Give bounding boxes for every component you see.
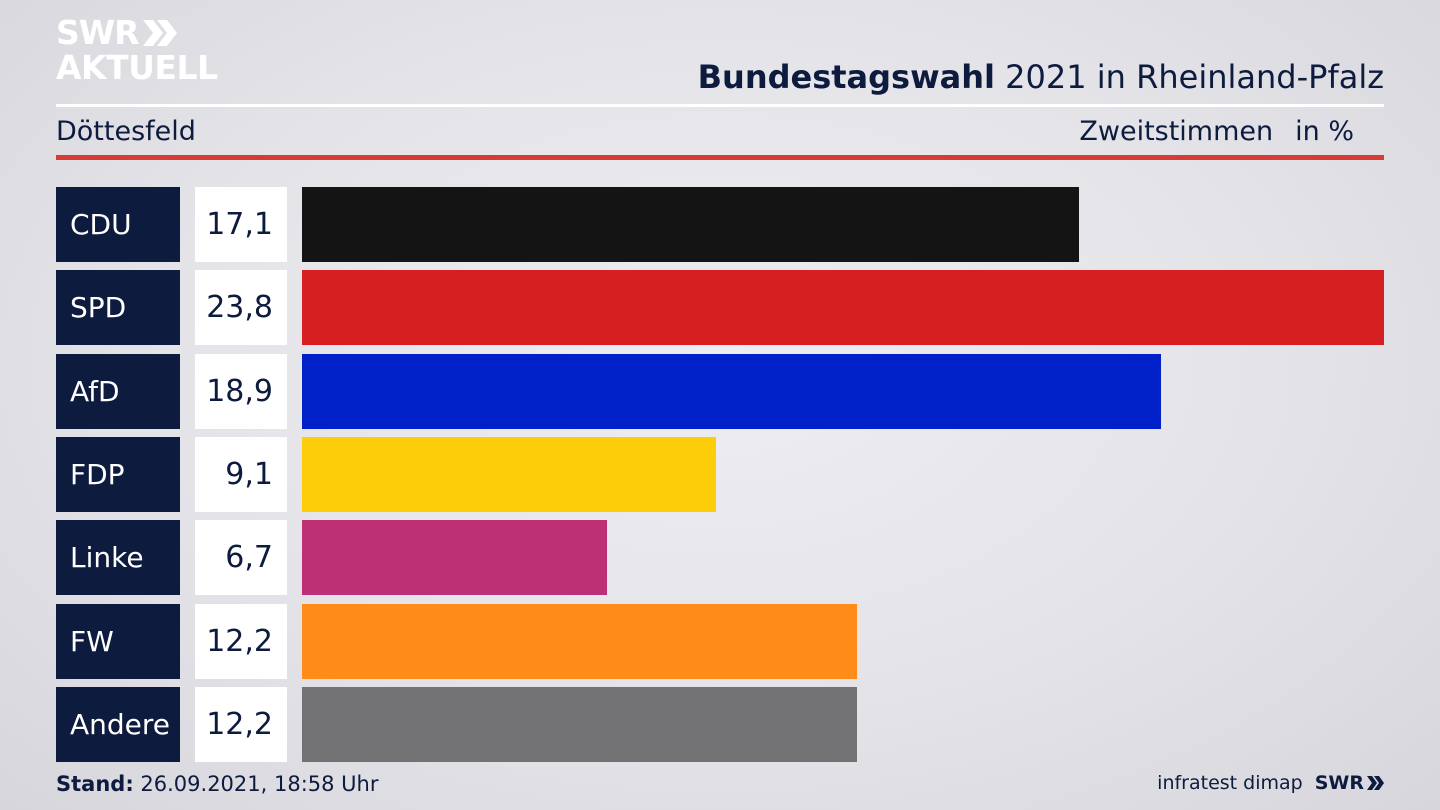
timestamp: Stand: 26.09.2021, 18:58 Uhr [56,772,379,796]
title-bold: Bundestagswahl [697,58,995,96]
value-label: 6,7 [195,520,287,596]
source-label: infratest dimap [1157,772,1303,794]
title-rest: 2021 in Rheinland-Pfalz [995,58,1384,96]
vote-type: Zweitstimmen [1079,116,1274,147]
value-label: 18,9 [195,353,287,429]
party-label: Linke [56,520,180,596]
bar [302,187,1080,262]
party-label: CDU [56,187,180,262]
chart-title: Bundestagswahl 2021 in Rheinland-Pfalz [698,58,1384,96]
value-label: 12,2 [195,686,287,762]
value-label: 9,1 [195,436,287,512]
value-label: 12,2 [195,603,287,679]
unit-label: in % [1295,116,1354,147]
swr-aktuell-logo: SWR AKTUELL [56,16,218,84]
stand-label: Stand: [56,772,134,796]
bar [302,353,1162,429]
swr-small-logo: SWR [1315,772,1384,794]
source-credit: infratest dimap SWR [1157,772,1384,794]
accent-divider [56,155,1384,160]
bar [302,436,716,512]
header-divider [56,104,1384,107]
bar [302,603,857,679]
party-label: FDP [56,436,180,512]
vote-type-label: Zweitstimmen in % [1079,116,1354,147]
double-chevron-icon [142,19,177,46]
party-label: SPD [56,270,180,346]
double-chevron-small-icon [1367,776,1384,790]
logo-swr-text: SWR [56,13,140,52]
bar [302,520,607,596]
bar [302,686,857,762]
party-label: FW [56,603,180,679]
region-label: Döttesfeld [56,116,196,147]
bar [302,270,1384,346]
swr-small-text: SWR [1314,772,1364,794]
logo-aktuell-text: AKTUELL [56,48,218,87]
value-label: 23,8 [195,270,287,346]
stand-value: 26.09.2021, 18:58 Uhr [133,772,379,796]
value-label: 17,1 [195,187,287,262]
party-label: AfD [56,353,180,429]
party-label: Andere [56,686,180,762]
